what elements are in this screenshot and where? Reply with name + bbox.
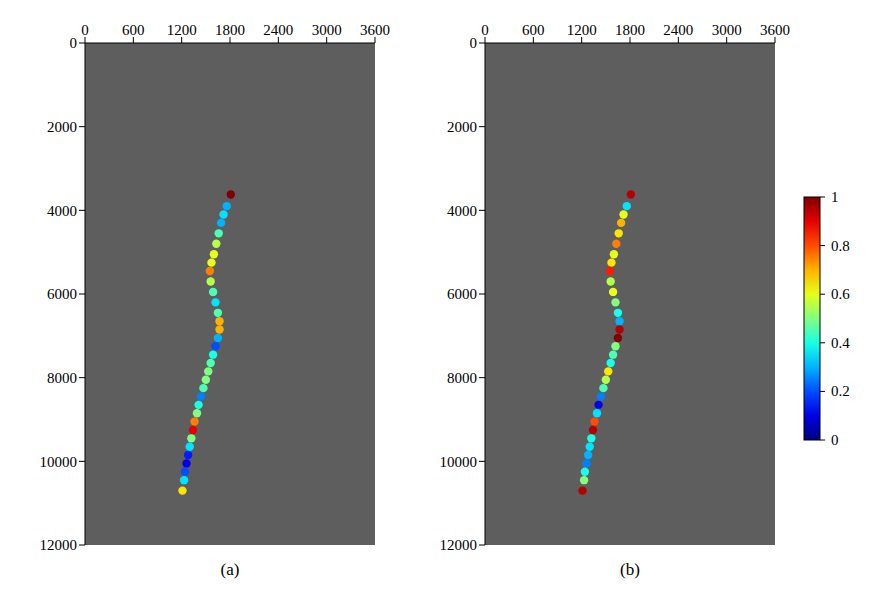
svg-text:10000: 10000 [440, 454, 478, 470]
svg-text:3000: 3000 [712, 22, 742, 38]
svg-text:0.8: 0.8 [831, 238, 850, 254]
svg-text:1200: 1200 [567, 22, 597, 38]
svg-text:3600: 3600 [360, 22, 390, 38]
svg-text:10000: 10000 [40, 454, 78, 470]
html-text:(b): (b) [620, 560, 640, 579]
svg-text:1800: 1800 [615, 22, 645, 38]
svg-text:6000: 6000 [447, 286, 477, 302]
svg-text:0: 0 [70, 35, 78, 51]
svg-text:1: 1 [831, 189, 839, 205]
svg-text:0: 0 [831, 432, 839, 448]
svg-text:8000: 8000 [47, 370, 77, 386]
svg-text:2000: 2000 [47, 119, 77, 135]
svg-text:4000: 4000 [447, 203, 477, 219]
svg-text:2400: 2400 [663, 22, 693, 38]
svg-text:1800: 1800 [215, 22, 245, 38]
svg-text:4000: 4000 [47, 203, 77, 219]
svg-text:3600: 3600 [760, 22, 790, 38]
html-text:(a): (a) [220, 560, 240, 579]
svg-text:12000: 12000 [440, 537, 478, 553]
svg-text:12000: 12000 [40, 537, 78, 553]
svg-text:0.6: 0.6 [831, 286, 850, 302]
svg-text:0: 0 [81, 22, 89, 38]
svg-text:0: 0 [481, 22, 489, 38]
svg-text:8000: 8000 [447, 370, 477, 386]
svg-text:0.4: 0.4 [831, 335, 850, 351]
svg-text:1200: 1200 [167, 22, 197, 38]
svg-text:3000: 3000 [312, 22, 342, 38]
svg-text:600: 600 [522, 22, 545, 38]
svg-text:2000: 2000 [447, 119, 477, 135]
svg-text:600: 600 [122, 22, 145, 38]
svg-text:0: 0 [470, 35, 478, 51]
svg-text:2400: 2400 [263, 22, 293, 38]
svg-text:0.2: 0.2 [831, 383, 850, 399]
svg-text:6000: 6000 [47, 286, 77, 302]
